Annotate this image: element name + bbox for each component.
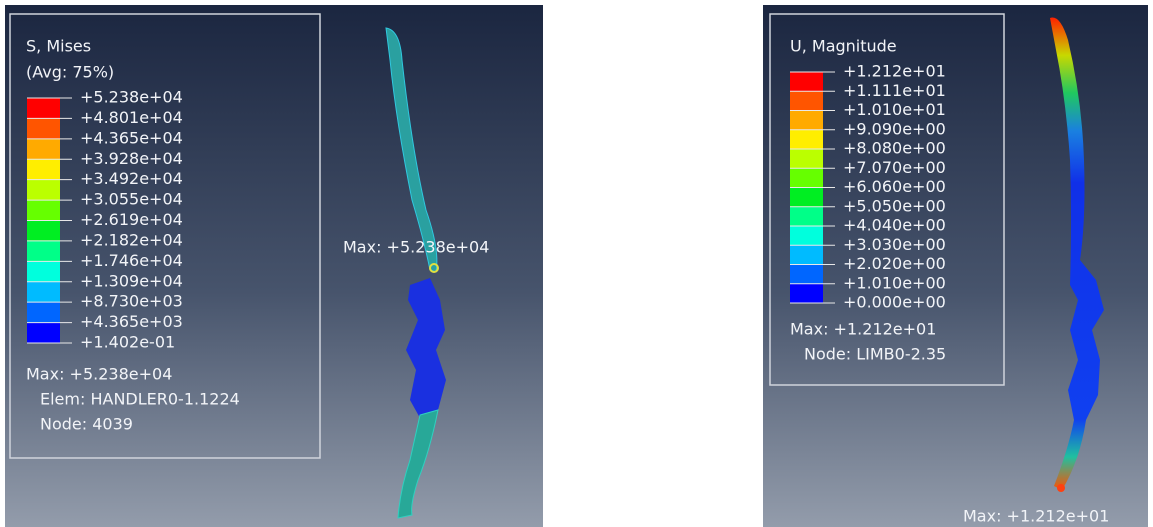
result-info: Max: +5.238e+04	[26, 365, 172, 384]
legend-label: +3.492e+04	[80, 169, 183, 188]
legend-label: +1.212e+01	[843, 62, 946, 81]
legend-label: +1.309e+04	[80, 271, 183, 290]
legend-label: +6.060e+00	[843, 177, 946, 196]
legend-label: +5.050e+00	[843, 196, 946, 215]
legend-label: +4.365e+04	[80, 128, 183, 147]
colorbar-band	[790, 111, 823, 131]
colorbar-band	[790, 149, 823, 169]
legend-label: +7.070e+00	[843, 158, 946, 177]
colorbar-band	[27, 98, 60, 119]
legend-label: +1.010e+00	[843, 273, 946, 292]
legend-label: +9.090e+00	[843, 119, 946, 138]
colorbar-band	[27, 200, 60, 221]
colorbar-band	[27, 180, 60, 201]
legend-label: +1.402e-01	[80, 333, 175, 352]
colorbar-band	[790, 207, 823, 227]
colorbar-band	[27, 118, 60, 139]
colorbar-band	[790, 284, 823, 304]
legend-title: U, Magnitude	[790, 37, 897, 56]
result-info: Node: LIMB0-2.35	[804, 345, 946, 364]
legend-label: +2.619e+04	[80, 210, 183, 229]
legend-label: +4.040e+00	[843, 216, 946, 235]
result-info: Elem: HANDLER0-1.1224	[40, 390, 240, 409]
colorbar-band	[790, 245, 823, 265]
legend-label: +1.010e+01	[843, 100, 946, 119]
legend-label: +8.080e+00	[843, 139, 946, 158]
colorbar-band	[27, 159, 60, 180]
colorbar-band	[790, 91, 823, 111]
legend-label: +3.030e+00	[843, 235, 946, 254]
legend-title: S, Mises	[26, 37, 91, 56]
max-annotation: Max: +5.238e+04	[343, 238, 489, 257]
colorbar-band	[27, 241, 60, 262]
colorbar-band	[27, 221, 60, 242]
colorbar-band	[27, 139, 60, 160]
viewports: S, Mises(Avg: 75%)+5.238e+04+4.801e+04+4…	[0, 0, 1153, 527]
legend-label: +4.365e+03	[80, 312, 183, 331]
legend-subtitle: (Avg: 75%)	[26, 63, 114, 82]
legend-label: +0.000e+00	[843, 293, 946, 312]
legend-label: +2.182e+04	[80, 230, 183, 249]
legend-label: +8.730e+03	[80, 292, 183, 311]
max-annotation: Max: +1.212e+01	[963, 507, 1109, 526]
legend-label: +1.111e+01	[843, 81, 946, 100]
result-info: Node: 4039	[40, 415, 133, 434]
result-info: Max: +1.212e+01	[790, 320, 936, 339]
colorbar-band	[790, 265, 823, 285]
legend-label: +5.238e+04	[80, 88, 183, 107]
colorbar-band	[27, 323, 60, 344]
colorbar-band	[790, 226, 823, 246]
legend-label: +1.746e+04	[80, 251, 183, 270]
legend-label: +2.020e+00	[843, 254, 946, 273]
colorbar-band	[790, 130, 823, 150]
legend-label: +3.928e+04	[80, 149, 183, 168]
legend-label: +4.801e+04	[80, 108, 183, 127]
colorbar-band	[27, 302, 60, 323]
legend-label: +3.055e+04	[80, 190, 183, 209]
colorbar-band	[790, 188, 823, 208]
colorbar-band	[790, 72, 823, 92]
colorbar-band	[27, 261, 60, 282]
colorbar-band	[790, 168, 823, 188]
colorbar-band	[27, 282, 60, 303]
